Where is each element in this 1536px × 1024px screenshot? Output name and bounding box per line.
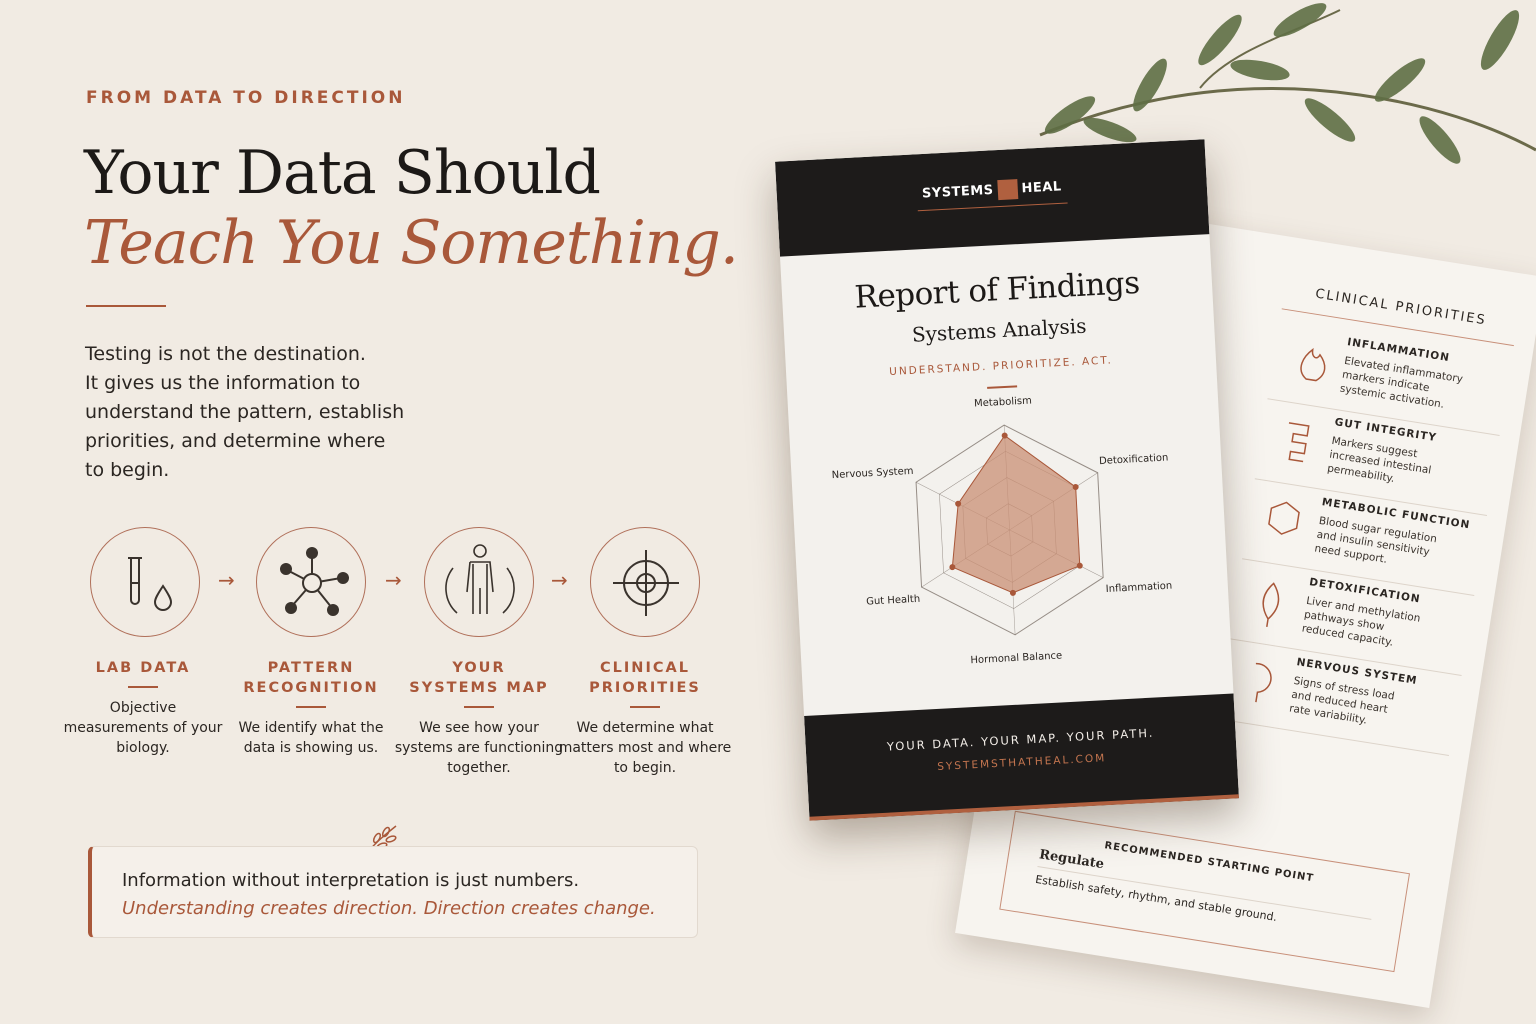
- radar-point: [1076, 562, 1083, 569]
- report-booklet: SYSTEMS HEAL Report of Findings Systems A…: [775, 139, 1239, 821]
- priority-item: METABOLIC FUNCTION Blood sugar regulation…: [1242, 479, 1487, 596]
- icon: [1300, 347, 1326, 382]
- quote-line: Information without interpretation is ju…: [122, 870, 580, 891]
- priority-icon: [1217, 639, 1299, 729]
- brand-right: HEAL: [1021, 179, 1063, 197]
- step: CLINICAL PRIORITIES We determine what ma…: [559, 658, 735, 778]
- headline-accent: Teach You Something.: [84, 208, 739, 278]
- quote-accent: Understanding creates direction. Directi…: [122, 898, 656, 919]
- recommendation: RECOMMENDED STARTING POINT Regulate Esta…: [999, 810, 1410, 973]
- intro-line: Testing is not the destination.: [85, 343, 366, 365]
- report-dash: [987, 385, 1018, 389]
- step-title: YOUR SYSTEMS MAP: [409, 660, 549, 696]
- step-text: We see how your systems are functioning …: [394, 719, 564, 776]
- step-dash: [630, 706, 660, 708]
- intro-line: priorities, and determine where: [85, 430, 386, 452]
- brand: SYSTEMS HEAL: [777, 169, 1207, 211]
- brand-underline: [917, 202, 1068, 212]
- eyebrow: FROM DATA TO DIRECTION: [86, 88, 406, 108]
- intro-line: understand the pattern, establish: [85, 401, 405, 423]
- priority-item: NERVOUS SYSTEM Signs of stress load and r…: [1216, 639, 1462, 756]
- axis-label: Hormonal Balance: [970, 650, 1062, 666]
- axis-label: Detoxification: [1099, 452, 1169, 467]
- step-icon: [590, 527, 700, 637]
- step: PATTERN RECOGNITION We identify what the…: [226, 658, 396, 758]
- headline: Your Data Should: [84, 138, 601, 208]
- arrow: →: [218, 568, 235, 592]
- intro-line: It gives us the information to: [85, 372, 361, 394]
- priorities-column: CLINICAL PRIORITIES INFLAMMATION Elevated…: [1216, 282, 1518, 756]
- brand-mark: [997, 179, 1019, 201]
- step: LAB DATA Objective measurements of your …: [58, 658, 228, 758]
- step-dash: [464, 706, 494, 708]
- report-tagline: UNDERSTAND. PRIORITIZE. ACT.: [888, 354, 1114, 379]
- icon: [1288, 422, 1310, 463]
- step-icon: [90, 527, 200, 637]
- step-title: CLINICAL PRIORITIES: [589, 660, 701, 696]
- step-dash: [296, 706, 326, 708]
- step-title: PATTERN RECOGNITION: [243, 660, 379, 696]
- brand-left: SYSTEMS: [921, 182, 994, 202]
- arrow: →: [551, 568, 568, 592]
- icon: [1262, 582, 1280, 628]
- quote-box: Information without interpretation is ju…: [88, 846, 698, 938]
- step-text: Objective measurements of your biology.: [63, 699, 223, 756]
- step-text: We identify what the data is showing us.: [238, 719, 384, 756]
- intro: Testing is not the destination. It gives…: [85, 340, 404, 485]
- icon: [1268, 501, 1300, 535]
- icon: [1255, 662, 1272, 703]
- radar-area: [951, 434, 1081, 594]
- step: YOUR SYSTEMS MAP We see how your systems…: [394, 658, 569, 778]
- axis-label: Inflammation: [1106, 581, 1173, 595]
- step-title: LAB DATA: [95, 660, 191, 676]
- priority-icon: [1230, 559, 1312, 649]
- axis-label: Gut Health: [866, 594, 921, 608]
- step-text: We determine what matters most and where…: [558, 719, 732, 776]
- priority-item: DETOXIFICATION Liver and methylation path…: [1229, 559, 1475, 676]
- radar-point: [1001, 432, 1008, 439]
- priority-icon: [1268, 319, 1350, 409]
- leaf-branch: [1039, 3, 1536, 164]
- radar-point: [949, 564, 956, 571]
- axis-label: Metabolism: [974, 396, 1032, 410]
- priority-icon: [1255, 399, 1337, 489]
- step-dash: [128, 686, 158, 688]
- booklet-header: SYSTEMS HEAL: [775, 139, 1210, 257]
- arrow: →: [385, 568, 402, 592]
- step-icon: [256, 527, 366, 637]
- step-icon: [424, 527, 534, 637]
- radar-chart: Metabolism Detoxification Inflammation Horm…: [832, 396, 1173, 667]
- priority-item: INFLAMMATION Elevated inflammatory marker…: [1267, 319, 1513, 436]
- priority-item: GUT INTEGRITY Markers suggest increased i…: [1254, 399, 1500, 516]
- grid-ring: [915, 424, 1104, 636]
- radar-point: [1072, 484, 1079, 491]
- intro-line: to begin.: [85, 459, 170, 481]
- radar-point: [1009, 589, 1016, 596]
- axis-label: Nervous System: [832, 466, 914, 481]
- priorities-sheet: CLINICAL PRIORITIES INFLAMMATION Elevated…: [955, 202, 1536, 1008]
- priority-icon: [1242, 479, 1324, 569]
- booklet-footer: YOUR DATA. YOUR MAP. YOUR PATH. SYSTEMST…: [804, 693, 1239, 821]
- divider: [86, 305, 166, 307]
- radar-point: [955, 500, 962, 507]
